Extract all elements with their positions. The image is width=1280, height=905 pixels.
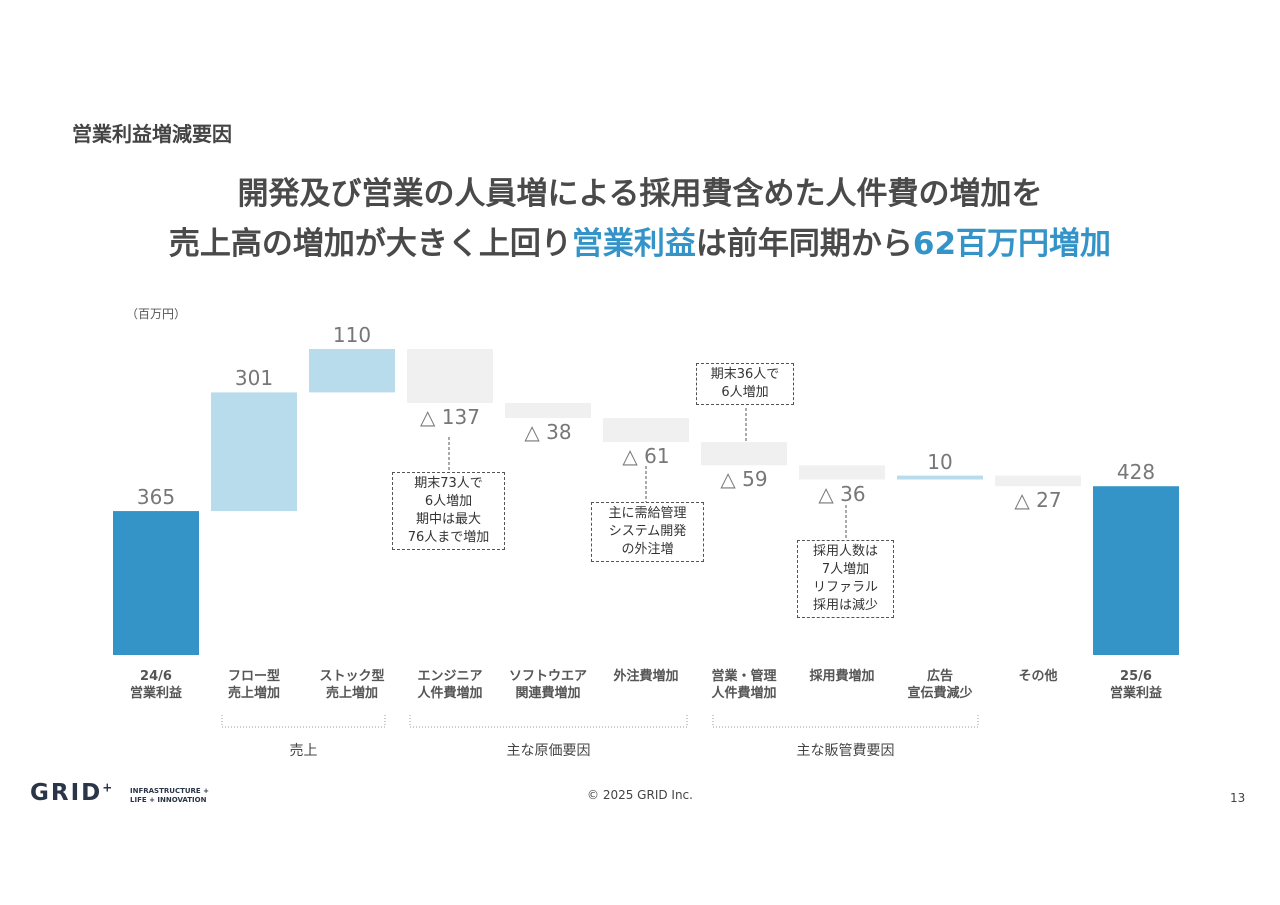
- value-label: 301: [234, 366, 274, 391]
- bar: [113, 511, 199, 655]
- value-label: 10: [927, 449, 953, 474]
- value-label: 110: [332, 323, 372, 347]
- bar: [407, 349, 493, 404]
- x-tick-label: その他: [1018, 669, 1058, 684]
- group-bracket: [712, 715, 979, 728]
- value-label: △ 137: [420, 405, 480, 430]
- value-label: 428: [1116, 460, 1156, 485]
- x-tick-label: ストック型 売上増加: [319, 669, 385, 701]
- value-label: △ 59: [720, 467, 768, 492]
- bar: [603, 418, 689, 443]
- group-bracket: [409, 715, 688, 728]
- logo-mark: +: [102, 780, 115, 795]
- bar: [995, 475, 1081, 487]
- bar: [1093, 486, 1179, 655]
- group-label: 主な販管費要因: [796, 743, 895, 759]
- x-tick-label: 営業・管理 人件費増加: [711, 669, 777, 701]
- annotation: 期末73人で 6人増加 期中は最大 76人まで増加: [392, 472, 505, 550]
- x-tick-label: 25/6 営業利益: [1109, 669, 1162, 701]
- bar: [701, 442, 787, 466]
- group-label: 主な原価要因: [506, 743, 591, 759]
- bar: [897, 475, 983, 480]
- x-tick-label: 採用費増加: [809, 669, 875, 684]
- bar: [799, 465, 885, 480]
- bar: [505, 403, 591, 419]
- x-tick-label: 外注費増加: [613, 669, 679, 684]
- headline-segment: 営業利益: [571, 226, 696, 262]
- annotation: 採用人数は 7人増加 リファラル 採用は減少: [797, 540, 894, 618]
- x-tick-label: エンジニア 人件費増加: [417, 669, 483, 701]
- tagline-line: INFRASTRUCTURE +: [130, 787, 210, 795]
- section-title: 営業利益増減要因: [72, 122, 232, 146]
- logo-text: GRID: [30, 780, 103, 806]
- bar: [309, 349, 395, 393]
- unit-label: （百万円）: [126, 307, 187, 321]
- bar: [211, 392, 297, 512]
- headline: 売上高の増加が大きく上回り営業利益は前年同期から62百万円増加: [0, 218, 1280, 263]
- value-label: △ 36: [818, 481, 866, 506]
- x-tick-label: フロー型 売上増加: [227, 669, 280, 701]
- value-label: △ 27: [1014, 488, 1062, 513]
- annotation: 主に需給管理 システム開発 の外注増: [591, 502, 704, 562]
- headline-segment: 売上高の増加が大きく上回り: [168, 226, 572, 262]
- headline: 開発及び営業の人員増による採用費含めた人件費の増加を: [237, 176, 1043, 212]
- headline-segment: 62百万円増加: [912, 226, 1112, 262]
- value-label: △ 38: [524, 420, 572, 444]
- annotation: 期末36人で 6人増加: [696, 363, 794, 405]
- group-bracket: [221, 715, 386, 728]
- copyright: © 2025 GRID Inc.: [587, 788, 693, 802]
- group-label: 売上: [289, 743, 318, 759]
- x-tick-label: 広告 宣伝費減少: [907, 669, 973, 701]
- headline-segment: は前年同期から: [695, 226, 913, 262]
- tagline-line: LIFE + INNOVATION: [130, 796, 207, 804]
- x-tick-label: ソフトウエア 関連費増加: [508, 669, 587, 701]
- value-label: △ 61: [622, 444, 670, 469]
- tagline: INFRASTRUCTURE + LIFE + INNOVATION: [130, 787, 209, 805]
- value-label: 365: [136, 485, 176, 510]
- page-number: 13: [1230, 791, 1246, 805]
- logo: GRID+: [30, 780, 114, 806]
- x-tick-label: 24/6 営業利益: [129, 669, 182, 701]
